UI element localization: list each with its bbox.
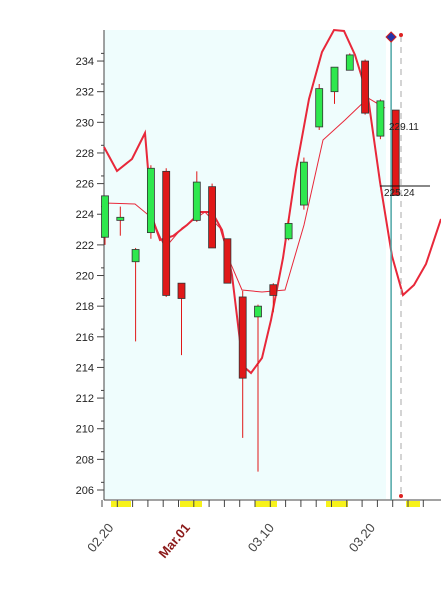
candle-body bbox=[238, 296, 247, 379]
cursor-marker bbox=[385, 31, 397, 43]
y-axis: 206 208 210 212 214 216 218 220 222 224 226 228 230 2… bbox=[76, 30, 105, 500]
future-divider-top-dot bbox=[399, 33, 403, 37]
candle-body bbox=[361, 60, 370, 114]
x-axis-highlight-band bbox=[111, 501, 131, 507]
candle-body bbox=[254, 305, 262, 318]
candle-body bbox=[376, 100, 385, 137]
candle-body bbox=[299, 161, 308, 206]
y-tick-label: 212 bbox=[76, 393, 94, 405]
x-tick-label: 03.10 bbox=[245, 520, 277, 555]
candle-body bbox=[116, 216, 125, 221]
y-tick-label: 214 bbox=[76, 362, 94, 374]
candle-body bbox=[177, 282, 186, 299]
y-tick-label: 210 bbox=[76, 424, 94, 436]
candle-body bbox=[223, 238, 232, 284]
x-axis-highlight-band bbox=[255, 501, 277, 507]
x-axis-highlight-band bbox=[406, 501, 420, 507]
y-tick-label: 228 bbox=[76, 148, 94, 160]
y-tick-label: 216 bbox=[76, 332, 94, 344]
candle-body bbox=[345, 54, 354, 71]
candles bbox=[101, 53, 400, 472]
indicator-lines bbox=[103, 28, 441, 375]
x-axis-highlight-band bbox=[180, 501, 202, 507]
y-tick-label: 230 bbox=[76, 117, 94, 129]
y-tick-label: 226 bbox=[76, 179, 94, 191]
candle-body bbox=[284, 223, 293, 240]
y-tick-label: 218 bbox=[76, 301, 94, 313]
x-tick-label: 03.20 bbox=[346, 520, 378, 555]
x-axis: 02.20 Mar.01 03.10 03.20 bbox=[84, 499, 441, 561]
y-tick-label: 232 bbox=[76, 87, 94, 99]
x-tick-label: 02.20 bbox=[84, 520, 116, 555]
y-tick-label: 208 bbox=[76, 454, 94, 466]
x-tick-label: Mar.01 bbox=[155, 520, 193, 561]
y-tick-label: 224 bbox=[76, 209, 94, 221]
y-tick-label: 222 bbox=[76, 240, 94, 252]
candle-body bbox=[162, 170, 171, 296]
candle-body bbox=[101, 195, 109, 238]
candle-body bbox=[146, 167, 155, 234]
candle-body bbox=[391, 109, 400, 196]
y-tick-label: 220 bbox=[76, 271, 94, 283]
candle-body bbox=[315, 88, 324, 128]
candle-body bbox=[330, 66, 339, 93]
price-label-high: 229.11 bbox=[389, 122, 419, 133]
moving-average-line-1 bbox=[103, 28, 441, 375]
y-tick-label: 234 bbox=[76, 56, 94, 68]
cursor-overlay bbox=[380, 31, 430, 500]
future-divider-bottom-dot bbox=[399, 494, 403, 498]
candle-body bbox=[208, 186, 217, 249]
candle-body bbox=[131, 249, 140, 263]
candle-body bbox=[192, 181, 201, 221]
candle-body bbox=[269, 284, 278, 296]
price-label-last: 225.24 bbox=[384, 188, 415, 199]
moving-average-line-2 bbox=[103, 97, 386, 293]
y-tick-label: 206 bbox=[76, 485, 94, 497]
x-axis-highlight-band bbox=[326, 501, 348, 507]
